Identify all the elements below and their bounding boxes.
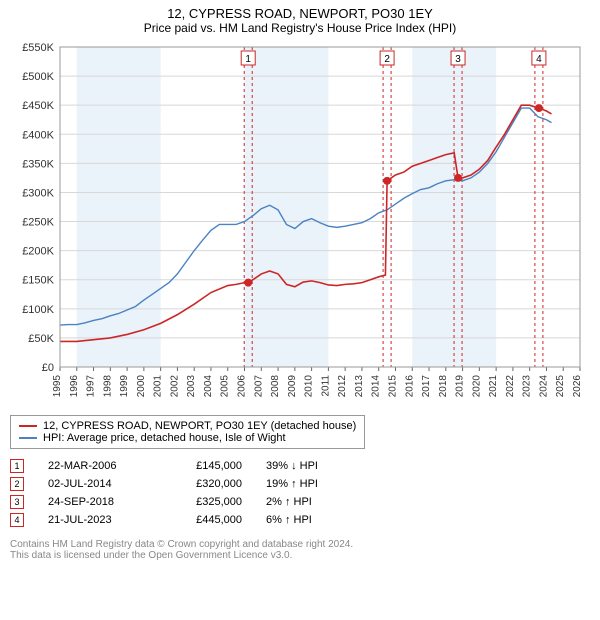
sale-price: £325,000 — [172, 496, 242, 508]
svg-text:2017: 2017 — [421, 375, 432, 398]
legend-item: 12, CYPRESS ROAD, NEWPORT, PO30 1EY (det… — [19, 420, 356, 432]
svg-text:1: 1 — [245, 54, 251, 65]
page-subtitle: Price paid vs. HM Land Registry's House … — [10, 21, 590, 35]
svg-text:£0: £0 — [42, 362, 54, 374]
svg-text:2012: 2012 — [337, 375, 348, 398]
sale-date: 24-SEP-2018 — [48, 496, 148, 508]
svg-text:2000: 2000 — [136, 375, 147, 398]
svg-text:2005: 2005 — [220, 375, 231, 398]
sale-date: 21-JUL-2023 — [48, 514, 148, 526]
svg-text:2020: 2020 — [471, 375, 482, 398]
sale-price: £145,000 — [172, 460, 242, 472]
legend-swatch — [19, 437, 37, 439]
footer-line: This data is licensed under the Open Gov… — [10, 550, 590, 561]
svg-text:£100K: £100K — [22, 304, 54, 316]
svg-text:£250K: £250K — [22, 217, 54, 229]
svg-text:2009: 2009 — [287, 375, 298, 398]
footer-line: Contains HM Land Registry data © Crown c… — [10, 539, 590, 550]
svg-text:2019: 2019 — [455, 375, 466, 398]
svg-text:£50K: £50K — [28, 333, 54, 345]
legend-label: 12, CYPRESS ROAD, NEWPORT, PO30 1EY (det… — [43, 420, 356, 432]
svg-text:2008: 2008 — [270, 375, 281, 398]
sale-row: 3 24-SEP-2018 £325,000 2% ↑ HPI — [10, 493, 590, 511]
svg-text:2010: 2010 — [304, 375, 315, 398]
legend-label: HPI: Average price, detached house, Isle… — [43, 432, 286, 444]
sale-diff: 19% ↑ HPI — [266, 478, 346, 490]
page-title: 12, CYPRESS ROAD, NEWPORT, PO30 1EY — [10, 6, 590, 21]
svg-text:2016: 2016 — [404, 375, 415, 398]
svg-text:2018: 2018 — [438, 375, 449, 398]
svg-text:£400K: £400K — [22, 129, 54, 141]
svg-text:2021: 2021 — [488, 375, 499, 398]
svg-text:2002: 2002 — [169, 375, 180, 398]
svg-text:1995: 1995 — [52, 375, 63, 398]
svg-text:£500K: £500K — [22, 71, 54, 83]
svg-text:2026: 2026 — [572, 375, 583, 398]
svg-text:1999: 1999 — [119, 375, 130, 398]
sale-row: 2 02-JUL-2014 £320,000 19% ↑ HPI — [10, 475, 590, 493]
sale-date: 22-MAR-2006 — [48, 460, 148, 472]
chart-svg: £0 £50K £100K £150K £200K £250K £300K £350K £400… — [10, 39, 590, 409]
sale-marker: 3 — [10, 495, 24, 509]
sale-row: 4 21-JUL-2023 £445,000 6% ↑ HPI — [10, 511, 590, 529]
sale-diff: 2% ↑ HPI — [266, 496, 346, 508]
svg-text:2022: 2022 — [505, 375, 516, 398]
svg-text:2013: 2013 — [354, 375, 365, 398]
sale-marker: 4 — [10, 513, 24, 527]
svg-text:2004: 2004 — [203, 375, 214, 398]
svg-text:£550K: £550K — [22, 42, 54, 54]
legend-swatch — [19, 425, 37, 427]
svg-text:£200K: £200K — [22, 246, 54, 258]
svg-text:2023: 2023 — [522, 375, 533, 398]
sale-price: £445,000 — [172, 514, 242, 526]
svg-text:£150K: £150K — [22, 275, 54, 287]
svg-text:2: 2 — [384, 54, 390, 65]
chart: £0 £50K £100K £150K £200K £250K £300K £350K £400… — [10, 39, 590, 409]
sale-diff: 39% ↓ HPI — [266, 460, 346, 472]
svg-text:2007: 2007 — [253, 375, 264, 398]
sale-date: 02-JUL-2014 — [48, 478, 148, 490]
svg-text:£450K: £450K — [22, 100, 54, 112]
footer: Contains HM Land Registry data © Crown c… — [10, 539, 590, 561]
sale-row: 1 22-MAR-2006 £145,000 39% ↓ HPI — [10, 457, 590, 475]
sale-table: 1 22-MAR-2006 £145,000 39% ↓ HPI 2 02-JUL-201… — [10, 457, 590, 529]
sale-diff: 6% ↑ HPI — [266, 514, 346, 526]
svg-text:4: 4 — [536, 54, 542, 65]
svg-text:2015: 2015 — [387, 375, 398, 398]
svg-text:2006: 2006 — [237, 375, 248, 398]
svg-text:2014: 2014 — [371, 375, 382, 398]
svg-text:2011: 2011 — [320, 375, 331, 397]
svg-text:2003: 2003 — [186, 375, 197, 398]
svg-text:2001: 2001 — [153, 375, 164, 398]
svg-text:2024: 2024 — [538, 375, 549, 398]
sale-marker: 1 — [10, 459, 24, 473]
sale-price: £320,000 — [172, 478, 242, 490]
svg-text:£300K: £300K — [22, 187, 54, 199]
legend: 12, CYPRESS ROAD, NEWPORT, PO30 1EY (det… — [10, 415, 365, 449]
svg-text:1996: 1996 — [69, 375, 80, 398]
svg-text:1997: 1997 — [86, 375, 97, 398]
svg-text:3: 3 — [455, 54, 461, 65]
svg-text:£350K: £350K — [22, 158, 54, 170]
svg-text:1998: 1998 — [102, 375, 113, 398]
sale-marker: 2 — [10, 477, 24, 491]
legend-item: HPI: Average price, detached house, Isle… — [19, 432, 356, 444]
svg-text:2025: 2025 — [555, 375, 566, 398]
